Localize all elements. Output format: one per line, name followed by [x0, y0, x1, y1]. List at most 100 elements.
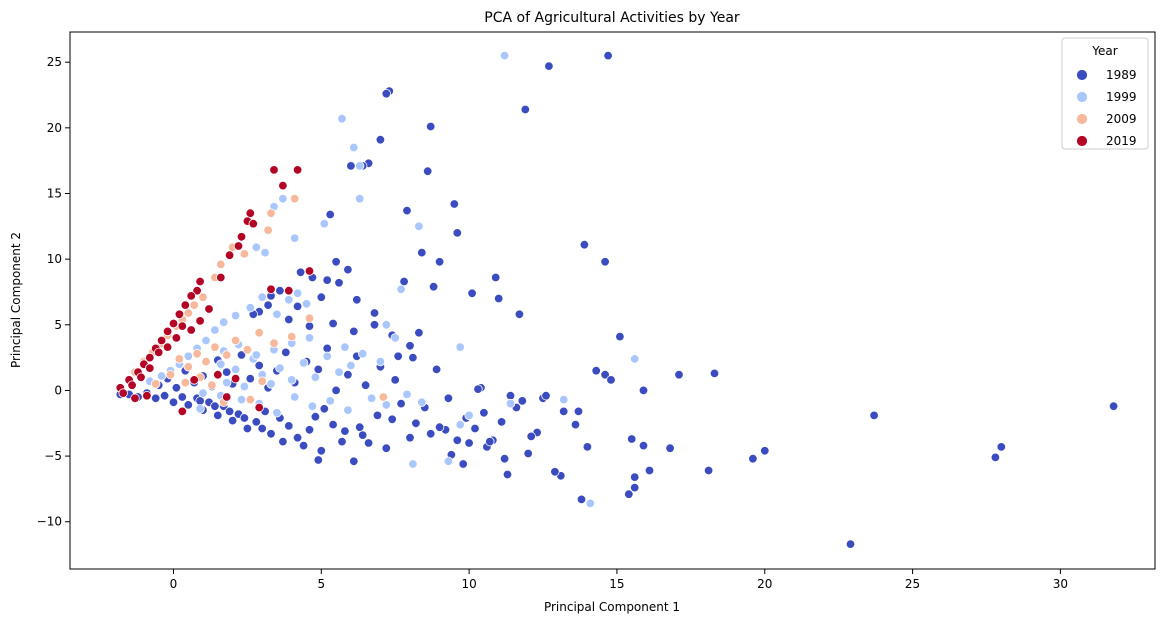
data-point — [559, 394, 569, 405]
legend-marker — [1076, 135, 1088, 147]
data-point — [292, 165, 303, 175]
data-point — [381, 320, 392, 330]
data-point — [183, 362, 194, 372]
data-point — [514, 309, 525, 320]
data-point — [284, 295, 294, 305]
data-point — [996, 442, 1007, 452]
data-point — [287, 375, 297, 385]
data-point — [153, 347, 164, 358]
data-point — [443, 456, 454, 467]
data-point — [505, 391, 516, 401]
data-point — [174, 309, 185, 320]
data-point — [674, 370, 684, 380]
data-point — [245, 394, 256, 405]
data-point — [287, 331, 297, 342]
data-point — [559, 406, 569, 417]
data-point — [162, 342, 173, 352]
y-tick-label: −5 — [44, 449, 62, 463]
data-point — [375, 356, 386, 367]
data-point — [452, 228, 463, 238]
data-point — [343, 405, 353, 415]
data-point — [307, 401, 318, 411]
data-point — [319, 218, 330, 229]
data-point — [349, 456, 359, 467]
data-point — [340, 426, 350, 436]
data-point — [591, 366, 601, 376]
x-tick-label: 25 — [905, 577, 920, 591]
series-1999 — [145, 50, 640, 509]
data-point — [156, 335, 167, 346]
data-point — [638, 440, 649, 451]
data-point — [644, 465, 655, 476]
data-point — [278, 193, 288, 204]
data-point — [218, 317, 229, 327]
data-point — [434, 422, 445, 432]
data-point — [319, 404, 330, 414]
data-point — [363, 438, 374, 448]
data-point — [579, 239, 590, 250]
data-point — [242, 423, 253, 434]
y-axis-label: Principal Component 2 — [9, 232, 23, 368]
data-point — [195, 316, 205, 326]
data-point — [352, 295, 362, 305]
data-point — [216, 272, 226, 283]
y-tick-label: −10 — [37, 515, 62, 529]
data-point — [168, 318, 179, 329]
data-point — [284, 421, 294, 431]
data-point — [337, 436, 347, 447]
data-point — [245, 208, 256, 218]
data-point — [150, 393, 161, 404]
data-point — [168, 397, 179, 408]
data-point — [236, 350, 247, 360]
legend-marker — [1076, 113, 1088, 125]
data-point — [304, 425, 315, 435]
data-point — [195, 404, 205, 414]
legend-marker — [1076, 69, 1088, 81]
data-point — [630, 482, 640, 493]
y-tick-label: 5 — [54, 318, 62, 332]
data-point — [544, 61, 554, 71]
data-point — [198, 388, 208, 398]
data-point — [479, 408, 489, 418]
data-point — [177, 392, 188, 402]
data-point — [328, 419, 338, 430]
data-point — [703, 465, 714, 476]
data-point — [585, 498, 596, 509]
data-point — [292, 433, 303, 443]
legend-label: 2009 — [1106, 112, 1137, 126]
data-point — [207, 380, 217, 390]
data-point — [517, 396, 528, 406]
data-point — [417, 247, 427, 258]
data-point — [171, 333, 182, 343]
data-point — [760, 446, 770, 456]
data-point — [523, 448, 533, 459]
data-point — [195, 396, 205, 406]
series-1989 — [115, 50, 1119, 549]
data-point — [251, 242, 261, 253]
x-tick-label: 0 — [170, 577, 178, 591]
data-point — [245, 373, 256, 384]
data-point — [198, 292, 208, 302]
data-point — [257, 376, 267, 386]
data-point — [381, 400, 392, 410]
data-point — [310, 412, 321, 422]
data-point — [127, 380, 137, 390]
data-point — [221, 367, 232, 377]
data-point — [526, 431, 536, 442]
data-point — [130, 393, 140, 404]
data-point — [210, 325, 220, 335]
data-point — [254, 328, 264, 338]
data-point — [266, 284, 276, 295]
data-point — [355, 193, 365, 204]
data-point — [322, 343, 332, 354]
data-point — [281, 347, 291, 358]
data-point — [390, 333, 400, 343]
data-point — [369, 308, 380, 318]
data-point — [204, 304, 214, 314]
data-point — [150, 379, 161, 389]
data-point — [313, 364, 324, 375]
data-point — [292, 288, 303, 299]
data-point — [213, 370, 223, 380]
data-point — [251, 417, 261, 427]
